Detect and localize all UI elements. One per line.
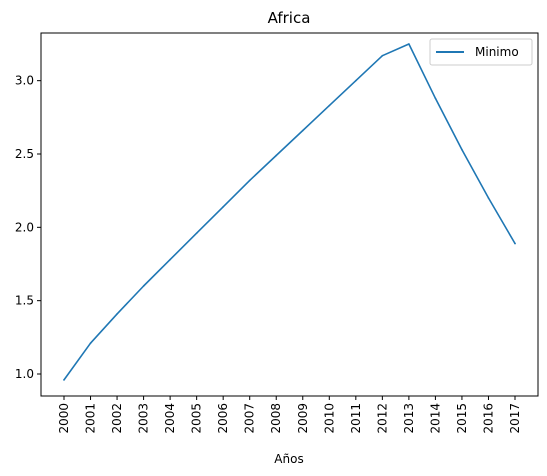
x-tick-label: 2002 xyxy=(110,403,124,434)
series-line-minimo xyxy=(63,43,516,381)
y-tick-label: 1.0 xyxy=(15,367,34,381)
legend-label: Minimo xyxy=(475,45,519,59)
chart-title: Africa xyxy=(268,9,311,27)
x-tick-label: 2015 xyxy=(455,403,469,434)
x-tick-label: 2017 xyxy=(508,403,522,434)
x-tick-label: 2003 xyxy=(137,403,151,434)
x-tick-label: 2013 xyxy=(402,403,416,434)
plot-area-frame xyxy=(40,32,539,397)
x-tick-label: 2016 xyxy=(481,403,495,434)
x-tick-label: 2004 xyxy=(163,403,177,434)
x-tick-label: 2000 xyxy=(57,403,71,434)
x-tick-label: 2001 xyxy=(84,403,98,434)
data-point xyxy=(355,79,357,82)
data-point xyxy=(248,179,251,182)
data-point xyxy=(63,379,65,381)
data-point xyxy=(222,206,224,208)
x-tick-label: 2014 xyxy=(428,403,442,434)
x-tick-label: 2007 xyxy=(243,403,257,434)
y-axis: 1.0 1.5 2.0 2.5 3.0 xyxy=(15,74,41,381)
data-point xyxy=(434,97,437,100)
y-tick-label: 2.0 xyxy=(15,220,34,234)
data-point xyxy=(301,129,304,132)
legend-box xyxy=(429,38,533,66)
data-point xyxy=(514,242,516,245)
series-layer xyxy=(63,43,516,381)
data-point xyxy=(195,232,198,234)
x-tick-label: 2006 xyxy=(216,403,230,434)
x-tick-label: 2012 xyxy=(375,403,389,434)
data-point xyxy=(142,285,145,287)
x-axis: 2000 2001 2002 2003 2004 2005 2006 2007 2008 2009… xyxy=(57,396,522,434)
x-tick-label: 2009 xyxy=(296,403,310,434)
x-axis-title: Años xyxy=(274,452,303,466)
legend: Minimo xyxy=(429,38,533,66)
x-tick-label: 2011 xyxy=(349,403,363,434)
x-tick-label: 2005 xyxy=(190,403,204,434)
data-point xyxy=(116,313,118,315)
data-point xyxy=(89,342,92,345)
data-point xyxy=(487,197,490,199)
data-point xyxy=(408,43,410,45)
y-tick-label: 1.5 xyxy=(15,294,34,308)
data-point xyxy=(328,104,331,107)
data-point xyxy=(461,148,463,151)
y-tick-label: 3.0 xyxy=(15,74,34,88)
y-tick-label: 2.5 xyxy=(15,147,34,161)
data-point xyxy=(275,154,278,157)
data-point xyxy=(169,258,171,261)
x-tick-label: 2010 xyxy=(322,403,336,434)
x-tick-label: 2008 xyxy=(269,403,283,434)
data-point xyxy=(381,54,384,57)
